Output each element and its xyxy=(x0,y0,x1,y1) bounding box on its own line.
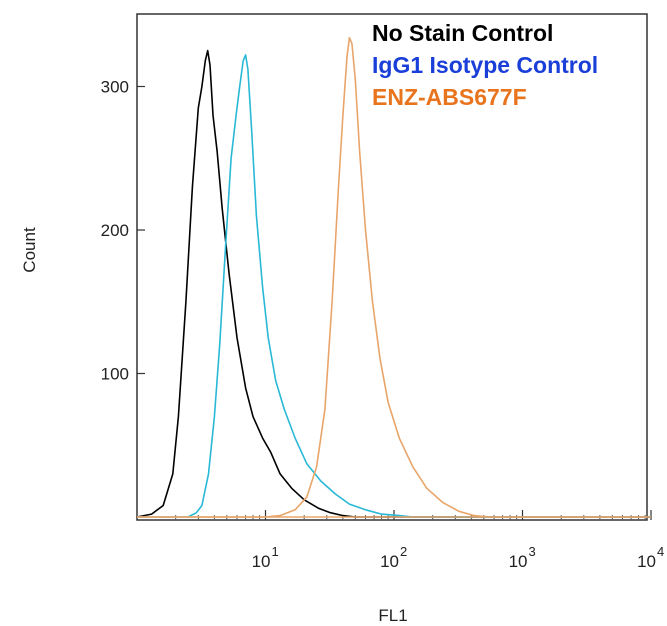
series-line-0 xyxy=(136,49,651,518)
y-tick-label: 200 xyxy=(101,221,129,240)
x-tick-exponent: 2 xyxy=(400,544,407,559)
x-tick-exponent: 3 xyxy=(529,544,536,559)
y-tick-label: 300 xyxy=(101,78,129,97)
x-tick-label: 10 xyxy=(380,552,399,571)
series-line-2 xyxy=(137,36,651,518)
legend-entry: No Stain Control xyxy=(372,20,553,46)
legend-entry: IgG1 Isotype Control xyxy=(372,52,598,78)
x-tick-label: 10 xyxy=(509,552,528,571)
y-tick-label: 100 xyxy=(101,365,129,384)
plot-frame xyxy=(136,13,648,521)
legend-entry: ENZ-ABS677F xyxy=(372,84,527,110)
x-axis-label: FL1 xyxy=(378,606,408,625)
x-tick-label: 10 xyxy=(637,552,656,571)
series-line-1 xyxy=(137,54,651,518)
x-tick-label: 10 xyxy=(252,552,271,571)
x-tick-exponent: 1 xyxy=(272,544,279,559)
x-tick-exponent: 4 xyxy=(657,544,664,559)
y-axis-label: Count xyxy=(20,227,39,273)
